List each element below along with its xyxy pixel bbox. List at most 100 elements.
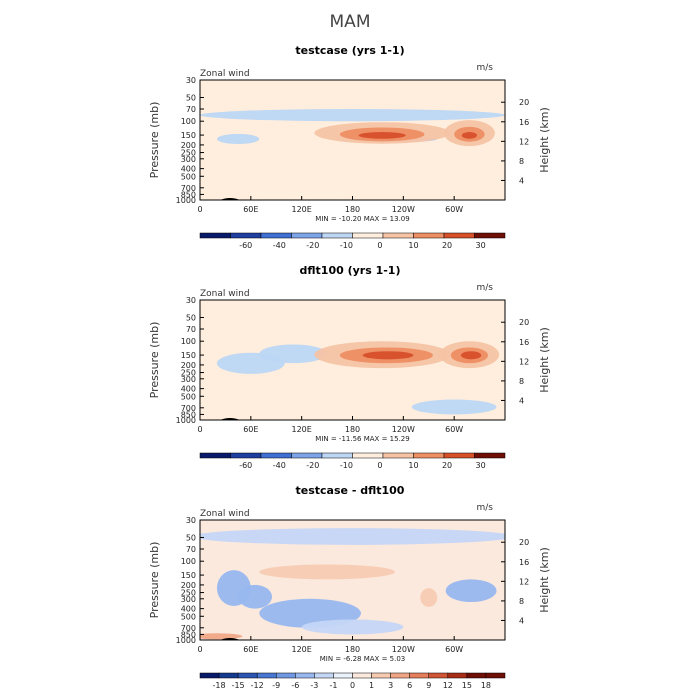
panel-3-contour-0: [200, 528, 505, 545]
panel-1-htick-label-2: 12: [519, 137, 529, 146]
panel-2-left-label: Zonal wind: [200, 289, 250, 299]
panel-3-htick-label-1: 16: [519, 558, 529, 567]
panel-3-colorbar-label-2: -12: [251, 681, 264, 690]
panel-2-ptick-label-4: 150: [181, 351, 196, 360]
panel-3-xtick-label-0: 0: [197, 645, 202, 654]
panel-3-ptick-label-7: 300: [181, 595, 196, 604]
panel-1-colorbar-label-1: -40: [273, 241, 286, 250]
panel-2-ylabel-left: Pressure (mb): [148, 322, 161, 399]
panel-3-ylabel-left: Pressure (mb): [148, 542, 161, 619]
panel-1-contour-5: [358, 131, 406, 139]
panel-1-xtick-label-2: 120E: [292, 205, 312, 214]
panel-3-left-label: Zonal wind: [200, 509, 250, 519]
panel-3-colorbar-label-7: 0: [350, 681, 355, 690]
panel-3-contour-5: [200, 633, 243, 640]
panel-2-xtick-label-0: 0: [197, 425, 202, 434]
panel-2-colorbar-box-9: [474, 452, 506, 459]
panel-3-ptick-label-0: 30: [186, 516, 196, 525]
panel-1-xtick-label-1: 60E: [243, 205, 258, 214]
panel-2-contours: [216, 341, 500, 420]
panel-2-ptick-label-6: 250: [181, 369, 196, 378]
panel-1-ptick-label-6: 250: [181, 149, 196, 158]
panel-3-colorbar-label-6: -1: [329, 681, 337, 690]
panel-3-htick-label-0: 20: [519, 538, 529, 547]
panel-2-contour-2: [411, 399, 497, 415]
panel-3-contour-8: [301, 619, 404, 635]
panel-2-ptick-label-5: 200: [181, 361, 196, 370]
panel-2-stats: MIN = -11.56 MAX = 15.29: [315, 435, 409, 443]
panel-1-colorbar-box-9: [474, 232, 506, 239]
panel-2-ptick-label-3: 100: [181, 337, 196, 346]
panel-3-ptick-label-12: 1000: [176, 636, 196, 645]
panel-1-xtick-label-3: 180: [345, 205, 360, 214]
panel-2-ptick-label-1: 50: [186, 313, 196, 322]
panel-2-ptick-label-0: 30: [186, 296, 196, 305]
panel-2-title: dflt100 (yrs 1-1): [299, 264, 401, 277]
panel-3-contour-7: [420, 588, 438, 607]
panel-3-colorbar-box-4: [276, 672, 296, 679]
panel-3-colorbar-box-9: [371, 672, 391, 679]
panel-3-colorbar-label-4: -6: [291, 681, 299, 690]
panel-2-htick-label-2: 12: [519, 357, 529, 366]
panel-1-colorbar-label-2: -20: [306, 241, 319, 250]
panel-3-units: m/s: [477, 503, 494, 513]
panel-3-colorbar-box-5: [295, 672, 315, 679]
panel-2-xtick-label-1: 60E: [243, 425, 258, 434]
panel-3-colorbar-box-8: [352, 672, 372, 679]
panel-1-contour-0: [200, 108, 505, 122]
figure-title: MAM: [329, 12, 371, 32]
panel-3-htick-label-4: 4: [519, 616, 524, 625]
panel-1-chart: Zonal windm/s305070100150200250300400500…: [148, 63, 551, 250]
panel-1-left-label: Zonal wind: [200, 69, 250, 79]
panel-3-contour-1: [259, 564, 395, 580]
panel-2-ylabel-right: Height (km): [538, 327, 551, 393]
panel-1-colorbar-label-6: 20: [442, 241, 452, 250]
panel-2-colorbar-label-4: 0: [377, 461, 382, 470]
panel-1-ptick-label-7: 300: [181, 155, 196, 164]
panel-3-colorbar-label-0: -18: [213, 681, 226, 690]
panel-3-colorbar-box-10: [390, 672, 410, 679]
panel-1-colorbar-label-7: 30: [476, 241, 486, 250]
panel-2-ptick-label-10: 700: [181, 404, 196, 413]
panel-2-colorbar-label-5: 10: [408, 461, 418, 470]
panel-3-colorbar-label-1: -15: [232, 681, 245, 690]
panel-3-ptick-label-2: 70: [186, 545, 196, 554]
panel-3-chart: Zonal windm/s305070100150200250300400500…: [148, 503, 551, 690]
panel-1-htick-label-3: 8: [519, 157, 524, 166]
panel-2-ptick-label-7: 300: [181, 375, 196, 384]
panel-2-colorbar-label-2: -20: [306, 461, 319, 470]
panel-1-ptick-label-4: 150: [181, 131, 196, 140]
panel-3-colorbar-box-1: [218, 672, 239, 679]
panel-2-colorbar-label-7: 30: [476, 461, 486, 470]
panel-2-contour-5: [362, 351, 414, 360]
panel-2-xtick-label-5: 60W: [445, 425, 463, 434]
panel-3-contours: [200, 528, 505, 640]
panel-1-ptick-label-8: 400: [181, 165, 196, 174]
panel-1-contour-8: [461, 131, 478, 139]
panel-3-ptick-label-11: 850: [181, 630, 196, 639]
panel-1-xtick-label-0: 0: [197, 205, 202, 214]
panel-2-colorbar-label-3: -10: [340, 461, 353, 470]
panel-3-ptick-label-1: 50: [186, 533, 196, 542]
panel-2-ptick-label-12: 1000: [176, 416, 196, 425]
panel-3-xtick-label-3: 180: [345, 645, 360, 654]
panel-3-colorbar-box-2: [237, 672, 258, 679]
panel-3-ptick-label-8: 400: [181, 605, 196, 614]
panel-1-colorbar-label-0: -60: [239, 241, 252, 250]
panel-2-ptick-label-9: 500: [181, 392, 196, 401]
panel-3-htick-label-3: 8: [519, 597, 524, 606]
panel-2-ptick-label-8: 400: [181, 385, 196, 394]
panel-3-colorbar-label-9: 3: [388, 681, 393, 690]
panel-1-ptick-label-1: 50: [186, 93, 196, 102]
panel-1-ylabel-right: Height (km): [538, 107, 551, 173]
panel-3-ptick-label-5: 200: [181, 581, 196, 590]
panel-2-units: m/s: [477, 283, 494, 293]
panel-3-ptick-label-10: 700: [181, 624, 196, 633]
panel-1-xtick-label-4: 120W: [392, 205, 415, 214]
panel-3-xtick-label-5: 60W: [445, 645, 463, 654]
panel-3-contour-3: [238, 584, 273, 609]
panel-3-colorbar-box-7: [333, 672, 353, 679]
panel-1-htick-label-4: 4: [519, 176, 524, 185]
panel-3-ptick-label-3: 100: [181, 557, 196, 566]
